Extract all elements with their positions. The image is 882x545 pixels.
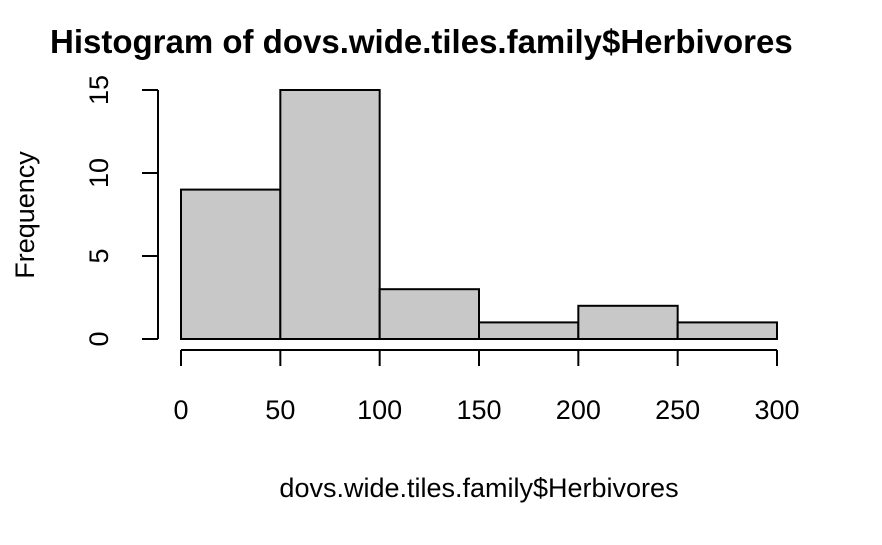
y-axis: 0 5 10 15 xyxy=(84,75,159,347)
x-tick-label: 100 xyxy=(357,395,402,425)
x-tick-label: 50 xyxy=(265,395,295,425)
chart-title: Histogram of dovs.wide.tiles.family$Herb… xyxy=(50,23,793,60)
y-tick-label: 15 xyxy=(84,75,114,105)
histogram-bar xyxy=(180,188,282,340)
histogram-bar xyxy=(279,89,381,340)
histogram-bar xyxy=(378,288,480,341)
x-tick-label: 300 xyxy=(754,395,799,425)
histogram-bar xyxy=(676,321,779,340)
x-tick-label: 0 xyxy=(173,395,188,425)
x-axis-label: dovs.wide.tiles.family$Herbivores xyxy=(279,473,678,503)
x-axis: 0 50 100 150 200 250 300 xyxy=(173,349,800,425)
x-tick-label: 250 xyxy=(655,395,700,425)
y-tick-label: 10 xyxy=(84,158,114,188)
x-tick-label: 150 xyxy=(456,395,501,425)
histogram-bar xyxy=(478,321,580,340)
y-axis-label: Frequency xyxy=(10,151,40,279)
y-tick-label: 0 xyxy=(84,331,114,346)
x-tick-label: 200 xyxy=(556,395,601,425)
histogram-bar xyxy=(577,304,679,340)
y-tick-label: 5 xyxy=(84,248,114,263)
bars-group xyxy=(180,89,779,341)
